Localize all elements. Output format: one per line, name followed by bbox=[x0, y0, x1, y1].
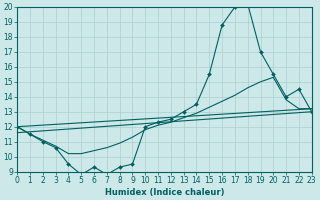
X-axis label: Humidex (Indice chaleur): Humidex (Indice chaleur) bbox=[105, 188, 224, 197]
